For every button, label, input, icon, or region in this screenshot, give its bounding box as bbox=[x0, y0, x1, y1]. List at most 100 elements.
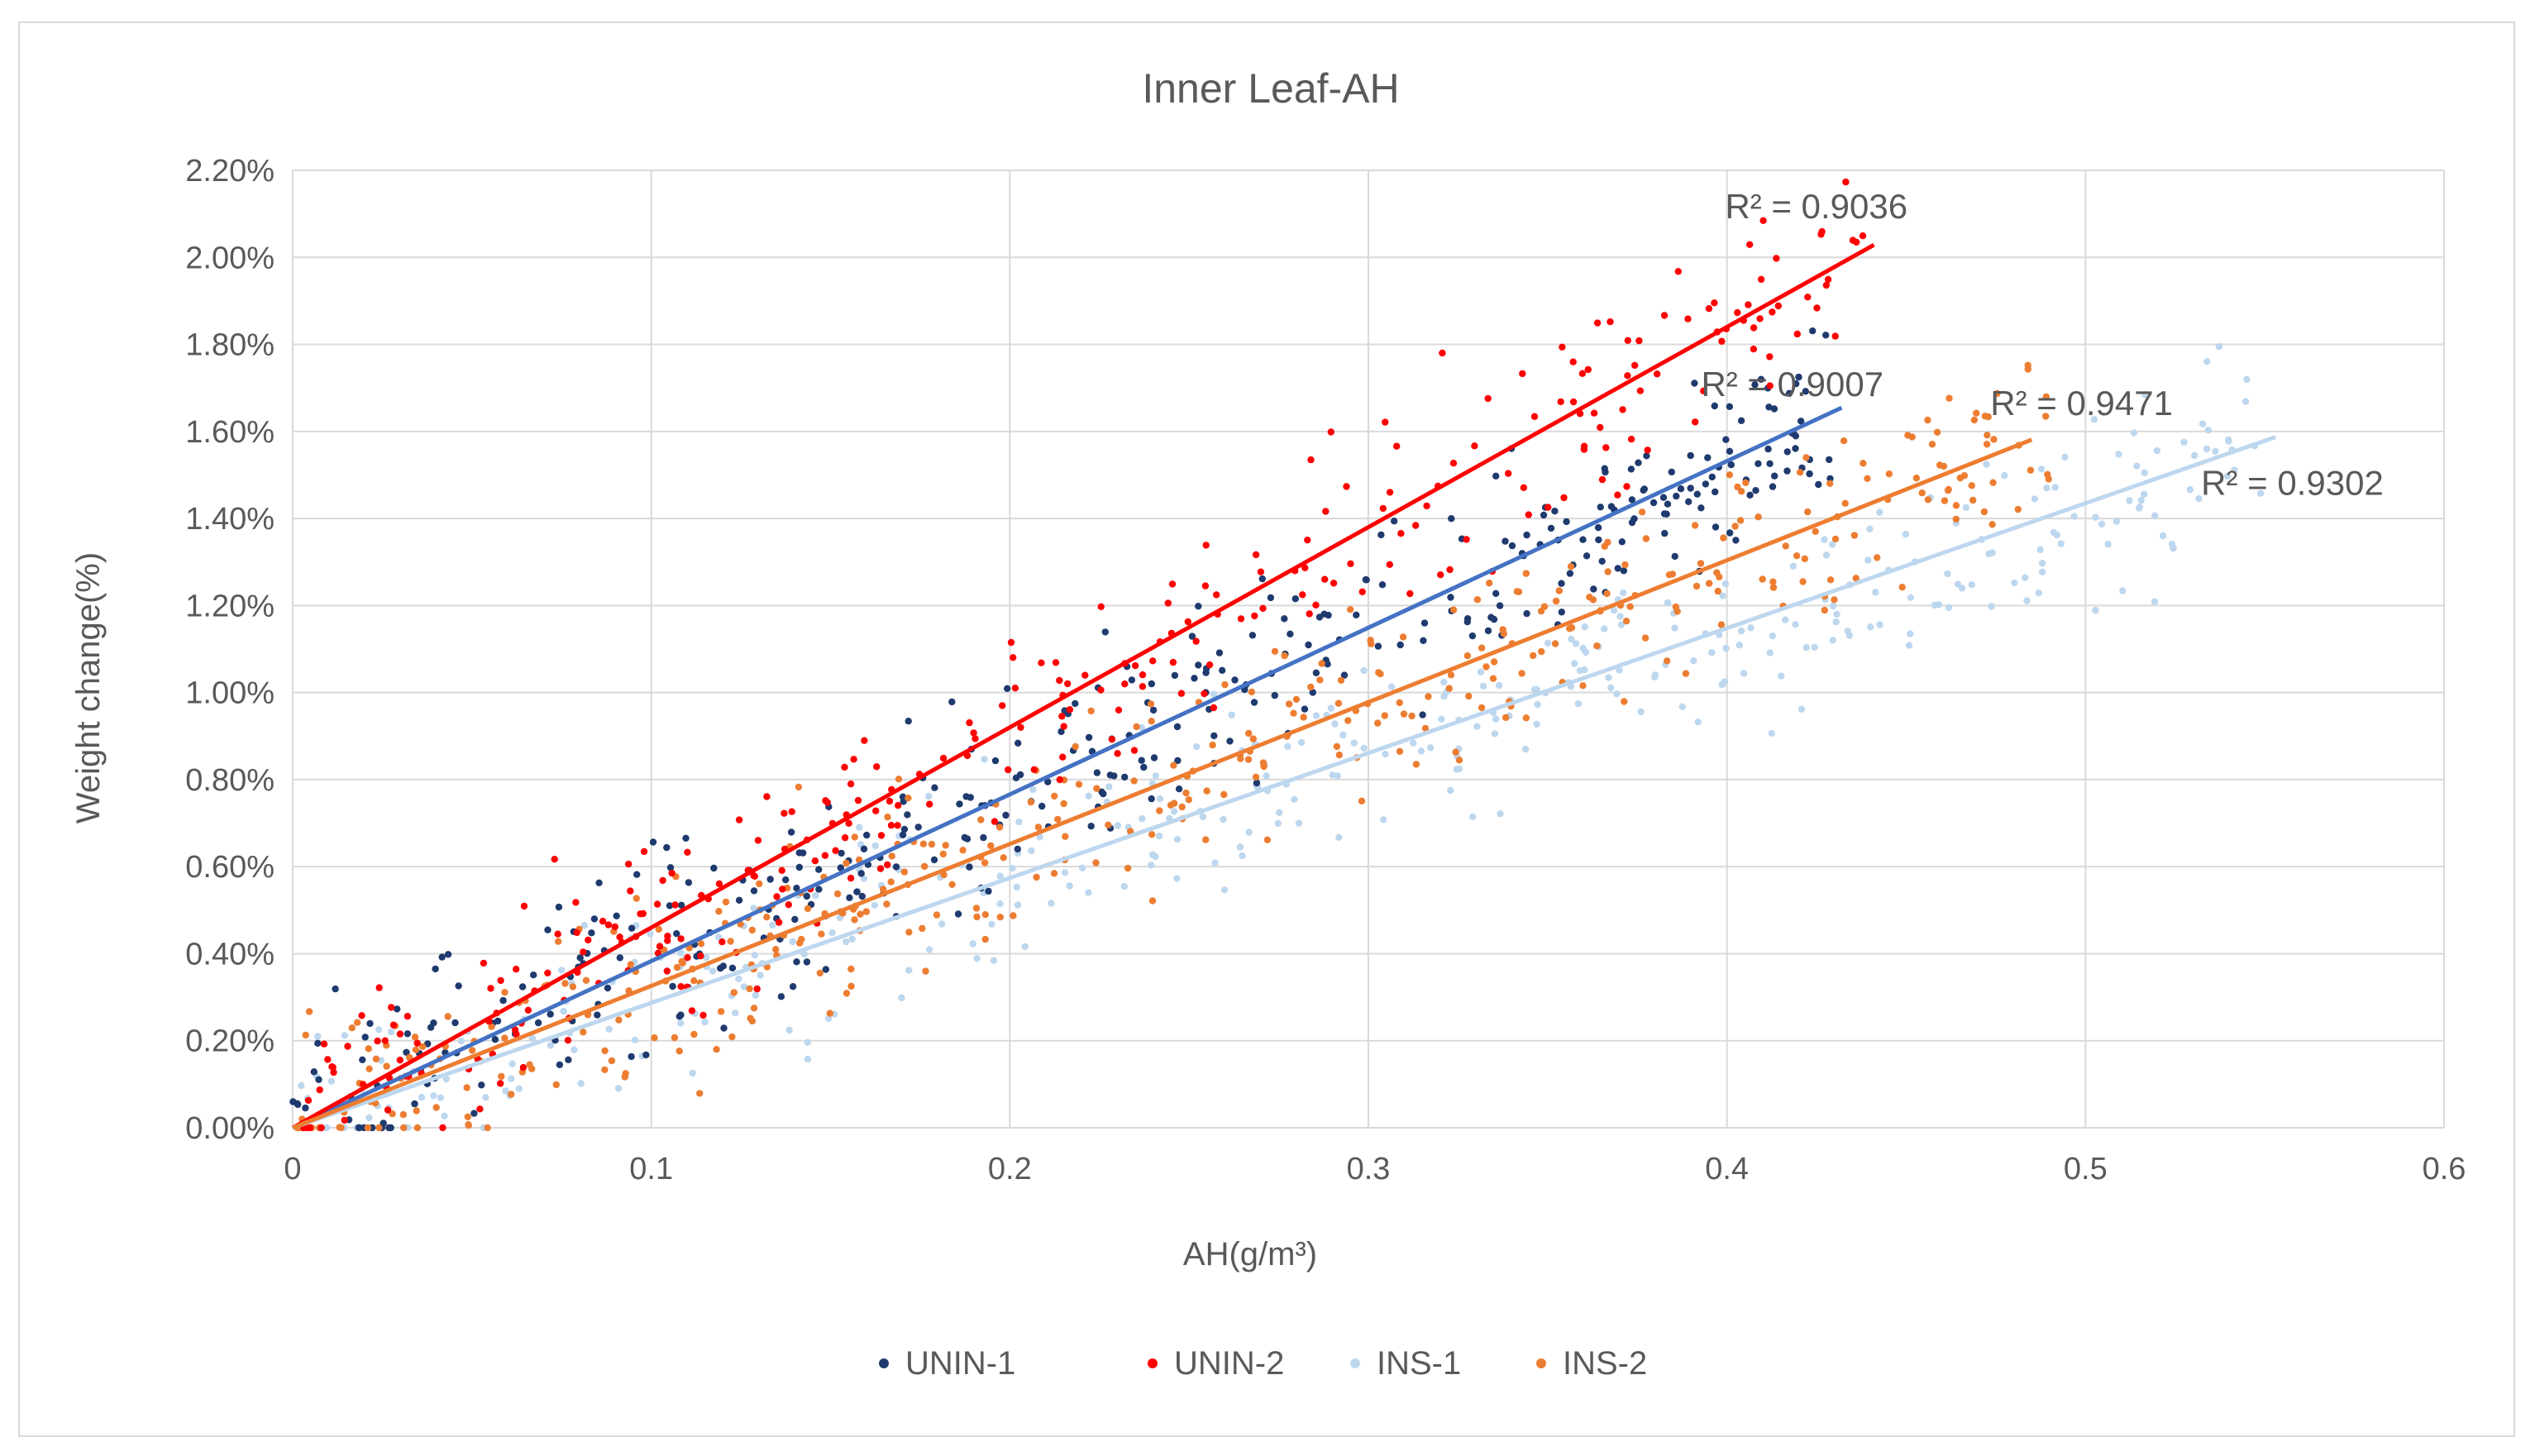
point-UNIN-2 bbox=[1624, 372, 1631, 380]
point-UNIN-2 bbox=[389, 1021, 398, 1029]
point-INS-1 bbox=[1297, 738, 1306, 747]
point-INS-2 bbox=[1502, 714, 1510, 722]
point-UNIN-1 bbox=[588, 929, 595, 937]
point-INS-1 bbox=[925, 946, 933, 953]
x-tick-label: 0.5 bbox=[2064, 1152, 2108, 1186]
point-UNIN-2 bbox=[1423, 502, 1430, 510]
point-UNIN-1 bbox=[1583, 552, 1591, 560]
point-UNIN-1 bbox=[1771, 472, 1778, 480]
point-UNIN-2 bbox=[381, 1037, 389, 1044]
point-INS-1 bbox=[1015, 818, 1023, 826]
point-UNIN-2 bbox=[1097, 686, 1105, 694]
point-INS-2 bbox=[905, 795, 912, 802]
point-INS-1 bbox=[1944, 570, 1951, 578]
point-INS-1 bbox=[1534, 700, 1541, 709]
point-INS-2 bbox=[365, 1045, 372, 1053]
point-INS-1 bbox=[2241, 398, 2250, 405]
point-UNIN-2 bbox=[1168, 580, 1177, 588]
point-INS-2 bbox=[526, 1061, 533, 1068]
r2-label-UNIN-2: R² = 0.9036 bbox=[1725, 187, 1907, 226]
point-INS-1 bbox=[1220, 815, 1227, 823]
point-UNIN-2 bbox=[1746, 241, 1754, 248]
point-UNIN-1 bbox=[1792, 432, 1800, 440]
point-INS-2 bbox=[1124, 864, 1132, 872]
point-INS-2 bbox=[730, 989, 738, 996]
point-INS-2 bbox=[1626, 603, 1634, 610]
point-UNIN-1 bbox=[356, 1124, 363, 1132]
point-UNIN-1 bbox=[403, 1030, 412, 1038]
point-INS-2 bbox=[413, 1124, 422, 1132]
trendline-INS-1 bbox=[292, 435, 2276, 1130]
point-INS-1 bbox=[2043, 485, 2050, 492]
point-UNIN-2 bbox=[1593, 319, 1602, 327]
point-INS-1 bbox=[502, 1087, 509, 1095]
point-INS-2 bbox=[432, 1104, 440, 1111]
point-INS-2 bbox=[1621, 561, 1629, 569]
point-INS-2 bbox=[1252, 773, 1260, 781]
point-INS-1 bbox=[2011, 579, 2018, 587]
point-INS-1 bbox=[1572, 640, 1580, 647]
point-INS-2 bbox=[722, 898, 730, 906]
point-UNIN-2 bbox=[1066, 706, 1074, 714]
point-UNIN-2 bbox=[1139, 671, 1147, 679]
point-INS-2 bbox=[302, 1031, 309, 1039]
point-INS-2 bbox=[1292, 695, 1301, 703]
point-UNIN-2 bbox=[847, 781, 855, 788]
point-UNIN-1 bbox=[310, 1068, 317, 1076]
point-INS-1 bbox=[1544, 639, 1552, 647]
point-INS-1 bbox=[1387, 683, 1396, 690]
point-UNIN-1 bbox=[685, 879, 693, 886]
point-INS-1 bbox=[1245, 828, 1253, 836]
point-INS-2 bbox=[1692, 522, 1699, 529]
point-INS-2 bbox=[1130, 777, 1138, 785]
point-INS-1 bbox=[769, 921, 776, 929]
point-INS-1 bbox=[973, 955, 981, 962]
point-UNIN-2 bbox=[1759, 217, 1767, 224]
point-INS-2 bbox=[463, 1084, 470, 1091]
point-INS-2 bbox=[1821, 606, 1828, 614]
point-INS-2 bbox=[501, 989, 508, 996]
point-UNIN-1 bbox=[1598, 557, 1606, 565]
point-UNIN-1 bbox=[863, 831, 871, 839]
point-INS-1 bbox=[1276, 809, 1283, 816]
point-INS-1 bbox=[812, 892, 819, 900]
point-INS-1 bbox=[1148, 862, 1155, 869]
point-INS-2 bbox=[608, 1057, 616, 1065]
point-INS-1 bbox=[1427, 744, 1435, 752]
point-INS-1 bbox=[1014, 901, 1022, 909]
point-INS-2 bbox=[1093, 785, 1100, 792]
y-tick-labels: 0.00% 0.20% 0.40% 0.60% 0.80% 1.00% 1.20% 1.40%… bbox=[185, 154, 275, 1146]
point-UNIN-1 bbox=[1305, 641, 1312, 649]
point-UNIN-1 bbox=[1487, 613, 1495, 621]
point-INS-1 bbox=[2223, 472, 2232, 480]
point-INS-1 bbox=[605, 1025, 613, 1033]
point-INS-2 bbox=[1147, 700, 1155, 708]
point-UNIN-2 bbox=[413, 1039, 421, 1047]
point-INS-2 bbox=[1148, 897, 1157, 905]
legend-label-UNIN-2: UNIN-2 bbox=[1174, 1345, 1284, 1382]
point-UNIN-1 bbox=[1607, 503, 1616, 510]
point-UNIN-1 bbox=[1757, 375, 1765, 383]
point-UNIN-1 bbox=[663, 843, 671, 852]
point-UNIN-1 bbox=[728, 964, 737, 972]
point-INS-2 bbox=[305, 1008, 313, 1015]
point-INS-2 bbox=[1726, 471, 1734, 479]
point-UNIN-1 bbox=[1496, 602, 1504, 609]
point-INS-1 bbox=[677, 1019, 685, 1027]
point-INS-2 bbox=[1826, 480, 1834, 487]
point-UNIN-2 bbox=[1644, 446, 1651, 454]
point-INS-2 bbox=[1568, 624, 1576, 632]
point-INS-2 bbox=[1850, 532, 1859, 539]
point-INS-1 bbox=[557, 967, 566, 974]
point-INS-2 bbox=[1759, 575, 1766, 583]
point-INS-2 bbox=[1286, 700, 1293, 708]
point-UNIN-2 bbox=[554, 930, 561, 938]
r2-label-UNIN-1: R² = 0.9007 bbox=[1701, 365, 1883, 403]
point-INS-2 bbox=[1912, 475, 1921, 482]
point-INS-1 bbox=[570, 1046, 578, 1053]
point-INS-1 bbox=[1360, 666, 1368, 675]
point-UNIN-1 bbox=[604, 984, 612, 992]
point-INS-1 bbox=[988, 920, 995, 928]
point-UNIN-1 bbox=[478, 1081, 485, 1089]
point-UNIN-2 bbox=[1007, 638, 1015, 647]
